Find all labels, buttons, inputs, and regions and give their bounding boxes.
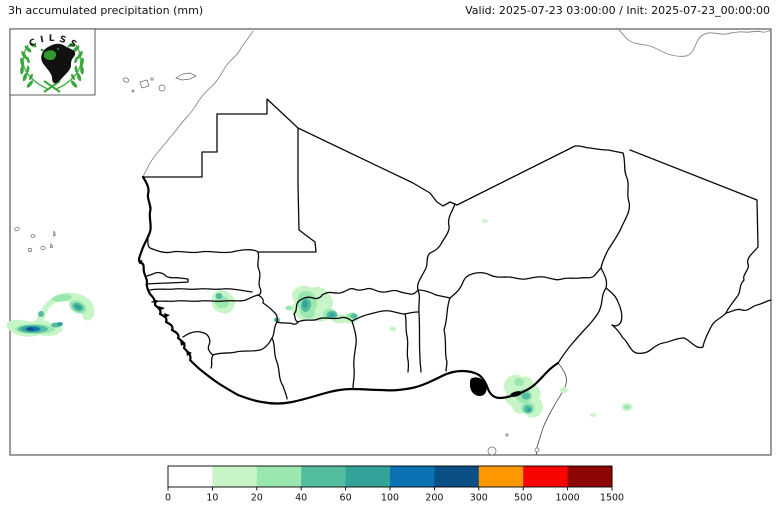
colorbar-tick-label: 0: [165, 493, 171, 504]
colorbar-tick-label: 100: [381, 493, 399, 504]
colorbar-cell: [212, 466, 258, 487]
cape-verde-islands: [14, 226, 56, 252]
canary-islands: [122, 72, 197, 93]
dakar-peninsula: [138, 259, 143, 264]
validity-timestamp: Valid: 2025-07-23 03:00:00 / Init: 2025-…: [465, 4, 770, 17]
page-title: 3h accumulated precipitation (mm): [8, 4, 204, 17]
colorbar-cell: [390, 466, 435, 487]
west-africa-highlight: [44, 50, 57, 61]
map-frame: [9, 28, 772, 456]
colorbar-tick-label: 200: [425, 493, 443, 504]
colorbar-tick-label: 10: [206, 493, 218, 504]
coastline: [137, 175, 560, 405]
principe-island: [534, 447, 540, 453]
colorbar-tick-label: 20: [251, 493, 263, 504]
colorbar-cell: [567, 466, 613, 487]
precip-cell-benin-niger: [389, 326, 397, 332]
precip-cell-niger: [482, 219, 488, 223]
colorbar-cell: [434, 466, 480, 487]
bioko-island: [487, 446, 497, 456]
colorbar-tick-label: 60: [340, 493, 352, 504]
country-borders: [142, 98, 772, 400]
colorbar-tick-label: 1000: [556, 493, 580, 504]
colorbar-cell: [478, 466, 524, 487]
precip-atlantic-arc: [6, 292, 95, 337]
niger-delta: [470, 377, 487, 396]
colorbar: [168, 466, 613, 487]
colorbar-tick-label: 1500: [600, 493, 624, 504]
colorbar-cell: [301, 466, 347, 487]
precip-senegal-mali: [211, 290, 236, 314]
colorbar-tick-label: 300: [470, 493, 488, 504]
colorbar-cell: [523, 466, 569, 487]
colorbar-cell: [345, 466, 391, 487]
colorbar-cell: [168, 466, 213, 487]
laurel-wreath: [20, 42, 84, 93]
colorbar-axis: 0 10 20 40 60 100 200 300 500 1000 1500: [165, 487, 624, 504]
colorbar-tick-label: 500: [514, 493, 532, 504]
colorbar-tick-label: 40: [295, 493, 307, 504]
small-island: [505, 433, 509, 437]
foreign-borders: [142, 27, 772, 456]
cilss-logo: CILSS: [9, 28, 96, 96]
colorbar-cell: [256, 466, 302, 487]
